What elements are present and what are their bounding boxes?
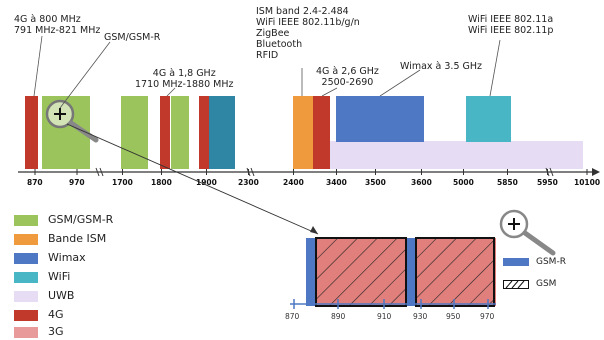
legend-swatch bbox=[14, 215, 38, 226]
band-uwb bbox=[330, 141, 583, 169]
label-4g-26: 4G à 2,6 GHz 2500-2690 bbox=[316, 66, 379, 88]
legend-swatch bbox=[14, 253, 38, 264]
legend-label: UWB bbox=[48, 289, 75, 302]
label-wifi-a: WiFi IEEE 802.11a WiFi IEEE 802.11p bbox=[468, 14, 554, 36]
legend-label: 4G bbox=[48, 308, 64, 321]
tick-3400: 3400 bbox=[326, 178, 347, 187]
band-gsm-1800 bbox=[121, 96, 148, 169]
tick-5850: 5850 bbox=[497, 178, 518, 187]
label-4g-800: 4G à 800 MHz 791 MHz-821 MHz bbox=[14, 14, 101, 36]
zoom-tick-870: 870 bbox=[285, 312, 300, 321]
zoom-legend-label: GSM bbox=[536, 279, 557, 289]
band-4g-800 bbox=[25, 96, 38, 169]
tick-1700: 1700 bbox=[112, 178, 133, 187]
tick-10100: 10100 bbox=[574, 178, 601, 187]
zoom-detail bbox=[290, 237, 496, 309]
label-4g-18: 4G à 1,8 GHz 1710 MHz-1880 MHz bbox=[135, 68, 234, 90]
tick-3600: 3600 bbox=[411, 178, 432, 187]
label-ism: ISM band 2.4-2.484 WiFi IEEE 802.11b/g/n… bbox=[256, 6, 360, 61]
band-wifi bbox=[466, 96, 511, 142]
zoom-tick-930: 930 bbox=[413, 312, 428, 321]
band-4g-1900 bbox=[199, 96, 209, 169]
zoom-legend-label: GSM-R bbox=[536, 257, 566, 267]
band-4g-2600 bbox=[313, 96, 330, 169]
tick-870: 870 bbox=[27, 178, 43, 187]
zoom-tick-950: 950 bbox=[446, 312, 461, 321]
legend-label: 3G bbox=[48, 325, 64, 338]
band-3g-1900 bbox=[209, 96, 235, 169]
legend-swatch bbox=[14, 272, 38, 283]
zoom-legend-hatch bbox=[503, 280, 529, 289]
legend-swatch bbox=[14, 327, 38, 338]
band-wimax bbox=[336, 96, 424, 142]
zoom-tick-890: 890 bbox=[331, 312, 346, 321]
legend-label: WiFi bbox=[48, 270, 71, 283]
tick-3500: 3500 bbox=[365, 178, 386, 187]
tick-970: 970 bbox=[69, 178, 85, 187]
zoom-tick-970: 970 bbox=[480, 312, 495, 321]
legend-swatch bbox=[14, 291, 38, 302]
tick-5000: 5000 bbox=[453, 178, 474, 187]
tick-1800: 1800 bbox=[151, 178, 172, 187]
tick-5950: 5950 bbox=[537, 178, 558, 187]
label-gsm-r: GSM/GSM-R bbox=[104, 32, 161, 43]
tick-1900: 1900 bbox=[196, 178, 217, 187]
tick-2400: 2400 bbox=[283, 178, 304, 187]
legend-swatch bbox=[14, 234, 38, 245]
band-gsm-1800b bbox=[171, 96, 189, 169]
legend-label: Wimax bbox=[48, 251, 86, 264]
band-ism bbox=[293, 96, 313, 169]
zoom-legend-swatch bbox=[503, 258, 529, 266]
legend-label: GSM/GSM-R bbox=[48, 213, 114, 226]
zoom-tick-910: 910 bbox=[377, 312, 392, 321]
tick-2300: 2300 bbox=[238, 178, 259, 187]
band-4g-1800 bbox=[160, 96, 170, 169]
legend-swatch bbox=[14, 310, 38, 321]
legend-label: Bande ISM bbox=[48, 232, 107, 245]
zoom-magnifier-icon bbox=[499, 209, 556, 256]
label-wimax: Wimax à 3.5 GHz bbox=[400, 61, 483, 72]
